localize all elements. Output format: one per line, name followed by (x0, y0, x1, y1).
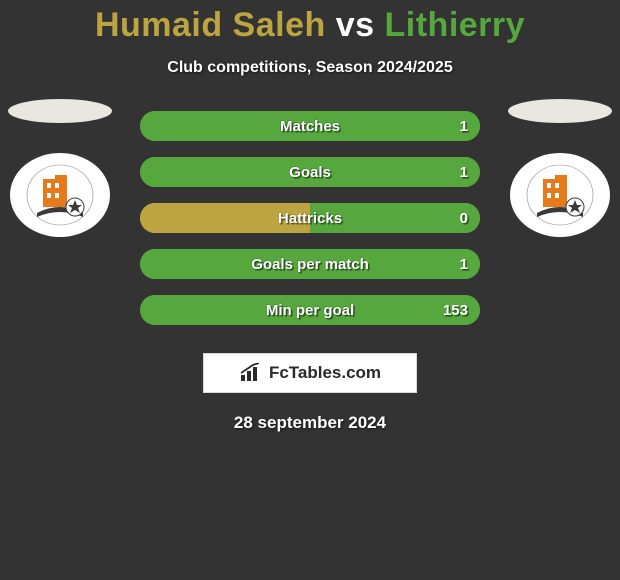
stat-label: Hattricks (140, 203, 480, 233)
title-sep: vs (336, 6, 375, 44)
stat-label: Goals per match (140, 249, 480, 279)
player1-column (0, 99, 120, 237)
player2-club-badge (510, 153, 610, 237)
stat-bar: 0Hattricks (140, 203, 480, 233)
stat-bar: 1Goals per match (140, 249, 480, 279)
player2-avatar-placeholder (508, 99, 612, 123)
brand-text: FcTables.com (269, 363, 381, 383)
brand-chart-icon (239, 363, 263, 383)
player2-name: Lithierry (385, 6, 526, 44)
stat-label: Min per goal (140, 295, 480, 325)
player1-avatar-placeholder (8, 99, 112, 123)
player2-column (500, 99, 620, 237)
brand-box: FcTables.com (203, 353, 417, 393)
stat-bar: 1Matches (140, 111, 480, 141)
stat-label: Goals (140, 157, 480, 187)
player1-club-badge (10, 153, 110, 237)
stat-bar: 153Min per goal (140, 295, 480, 325)
stat-label: Matches (140, 111, 480, 141)
subtitle: Club competitions, Season 2024/2025 (0, 59, 620, 77)
player1-name: Humaid Saleh (95, 6, 326, 44)
club-badge-icon (525, 163, 595, 227)
stats-bar-list: 1Matches 1Goals 0Hattricks 1Goals per match… (140, 111, 480, 325)
club-badge-icon (25, 163, 95, 227)
stat-bar: 1Goals (140, 157, 480, 187)
date-line: 28 september 2024 (0, 413, 620, 433)
page-title: Humaid Saleh vs Lithierry (0, 0, 620, 45)
comparison-content: 1Matches 1Goals 0Hattricks 1Goals per match… (0, 111, 620, 325)
